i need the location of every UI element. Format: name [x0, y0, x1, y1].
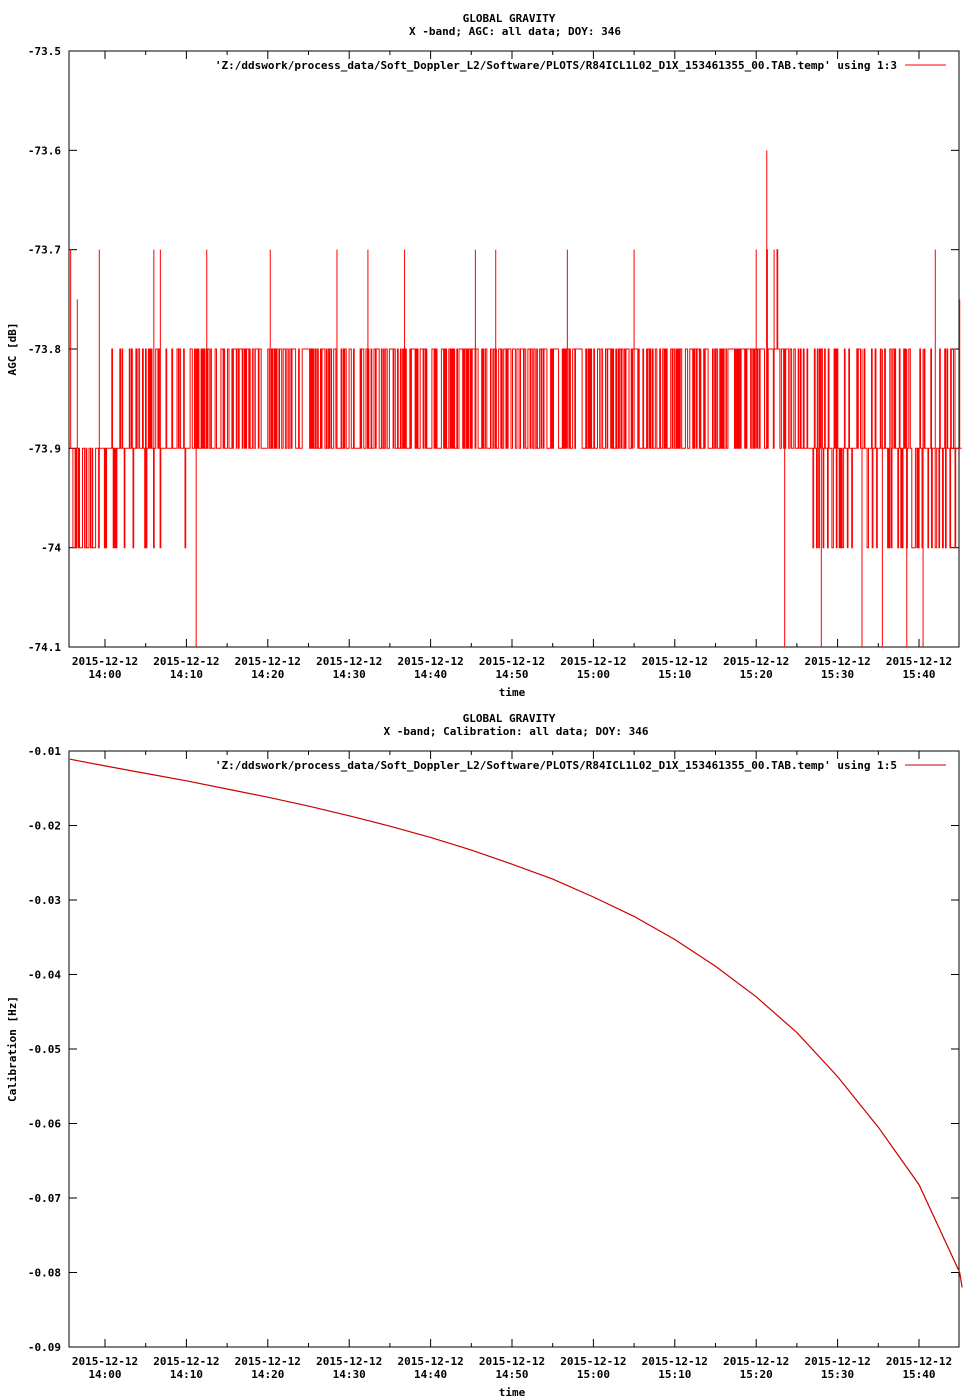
x-tick-date-label: 2015-12-12 — [642, 655, 708, 668]
y-tick-label: -74.1 — [28, 641, 61, 654]
x-tick-time-label: 14:20 — [251, 1368, 284, 1381]
agc-chart-title: GLOBAL GRAVITY — [463, 12, 556, 25]
x-tick-time-label: 14:50 — [495, 668, 528, 681]
x-tick-time-label: 14:30 — [333, 668, 366, 681]
y-tick-label: -0.08 — [28, 1267, 61, 1280]
calibration-chart-title: GLOBAL GRAVITY — [463, 712, 556, 725]
x-tick-date-label: 2015-12-12 — [397, 1355, 463, 1368]
y-tick-label: -73.5 — [28, 45, 61, 58]
x-tick-time-label: 15:30 — [821, 1368, 854, 1381]
y-tick-label: -0.02 — [28, 820, 61, 833]
agc-legend-label: 'Z:/ddswork/process_data/Soft_Doppler_L2… — [215, 59, 897, 72]
y-tick-label: -74 — [41, 542, 61, 555]
agc-y-axis-label: AGC [dB] — [6, 323, 19, 376]
y-tick-label: -73.6 — [28, 144, 61, 157]
x-tick-date-label: 2015-12-12 — [235, 655, 301, 668]
calibration-line — [69, 758, 963, 1288]
x-tick-time-label: 14:30 — [333, 1368, 366, 1381]
x-tick-date-label: 2015-12-12 — [886, 1355, 952, 1368]
agc-chart: GLOBAL GRAVITY X -band; AGC: all data; D… — [6, 12, 962, 699]
y-tick-label: -0.05 — [28, 1043, 61, 1056]
x-tick-date-label: 2015-12-12 — [235, 1355, 301, 1368]
calibration-y-axis-label: Calibration [Hz] — [6, 996, 19, 1102]
x-tick-time-label: 14:40 — [414, 1368, 447, 1381]
calibration-y-axis: -0.01 -0.02 -0.03 -0.04 -0.05 -0.06 -0.07 -0.08… — [28, 745, 959, 1354]
x-tick-date-label: 2015-12-12 — [316, 1355, 382, 1368]
x-tick-date-label: 2015-12-12 — [316, 655, 382, 668]
calibration-plot-frame — [68, 750, 960, 1348]
x-tick-date-label: 2015-12-12 — [153, 1355, 219, 1368]
agc-x-axis-label: time — [499, 686, 526, 699]
y-tick-label: -73.7 — [28, 244, 61, 257]
x-tick-time-label: 15:20 — [740, 1368, 773, 1381]
x-tick-time-label: 14:10 — [170, 1368, 203, 1381]
x-tick-time-label: 15:20 — [740, 668, 773, 681]
y-tick-label: -0.09 — [28, 1341, 61, 1354]
y-tick-label: -73.9 — [28, 442, 61, 455]
x-tick-time-label: 15:10 — [658, 1368, 691, 1381]
x-tick-date-label: 2015-12-12 — [723, 655, 789, 668]
x-tick-time-label: 15:00 — [577, 668, 610, 681]
x-tick-date-label: 2015-12-12 — [886, 655, 952, 668]
x-tick-date-label: 2015-12-12 — [479, 1355, 545, 1368]
x-tick-date-label: 2015-12-12 — [397, 655, 463, 668]
x-tick-time-label: 14:00 — [88, 1368, 121, 1381]
calibration-chart-subtitle: X -band; Calibration: all data; DOY: 346 — [384, 725, 649, 738]
y-tick-label: -0.01 — [28, 745, 61, 758]
x-tick-time-label: 15:40 — [902, 1368, 935, 1381]
calibration-x-axis: 2015-12-1214:002015-12-1214:102015-12-12… — [72, 751, 952, 1381]
x-tick-time-label: 14:20 — [251, 668, 284, 681]
x-tick-time-label: 14:10 — [170, 668, 203, 681]
agc-line — [70, 249, 962, 549]
x-tick-date-label: 2015-12-12 — [560, 655, 626, 668]
x-tick-date-label: 2015-12-12 — [153, 655, 219, 668]
x-tick-time-label: 15:40 — [902, 668, 935, 681]
calibration-chart: GLOBAL GRAVITY X -band; Calibration: all… — [6, 712, 963, 1399]
x-tick-date-label: 2015-12-12 — [72, 1355, 138, 1368]
y-tick-label: -0.04 — [28, 969, 61, 982]
agc-x-axis: 2015-12-1214:002015-12-1214:102015-12-12… — [72, 51, 952, 681]
x-tick-date-label: 2015-12-12 — [804, 655, 870, 668]
x-tick-date-label: 2015-12-12 — [642, 1355, 708, 1368]
x-tick-time-label: 15:10 — [658, 668, 691, 681]
x-tick-time-label: 14:00 — [88, 668, 121, 681]
calibration-series — [69, 758, 963, 1288]
x-tick-time-label: 15:00 — [577, 1368, 610, 1381]
agc-chart-subtitle: X -band; AGC: all data; DOY: 346 — [409, 25, 621, 38]
calibration-legend-label: 'Z:/ddswork/process_data/Soft_Doppler_L2… — [215, 759, 897, 772]
x-tick-date-label: 2015-12-12 — [723, 1355, 789, 1368]
x-tick-time-label: 14:40 — [414, 668, 447, 681]
y-tick-label: -0.06 — [28, 1118, 61, 1131]
x-tick-time-label: 14:50 — [495, 1368, 528, 1381]
y-tick-label: -73.8 — [28, 343, 61, 356]
x-tick-date-label: 2015-12-12 — [804, 1355, 870, 1368]
agc-series — [70, 150, 962, 647]
y-tick-label: -0.07 — [28, 1192, 61, 1205]
x-tick-date-label: 2015-12-12 — [72, 655, 138, 668]
x-tick-time-label: 15:30 — [821, 668, 854, 681]
x-tick-date-label: 2015-12-12 — [479, 655, 545, 668]
x-tick-date-label: 2015-12-12 — [560, 1355, 626, 1368]
calibration-x-axis-label: time — [499, 1386, 526, 1399]
y-tick-label: -0.03 — [28, 894, 61, 907]
